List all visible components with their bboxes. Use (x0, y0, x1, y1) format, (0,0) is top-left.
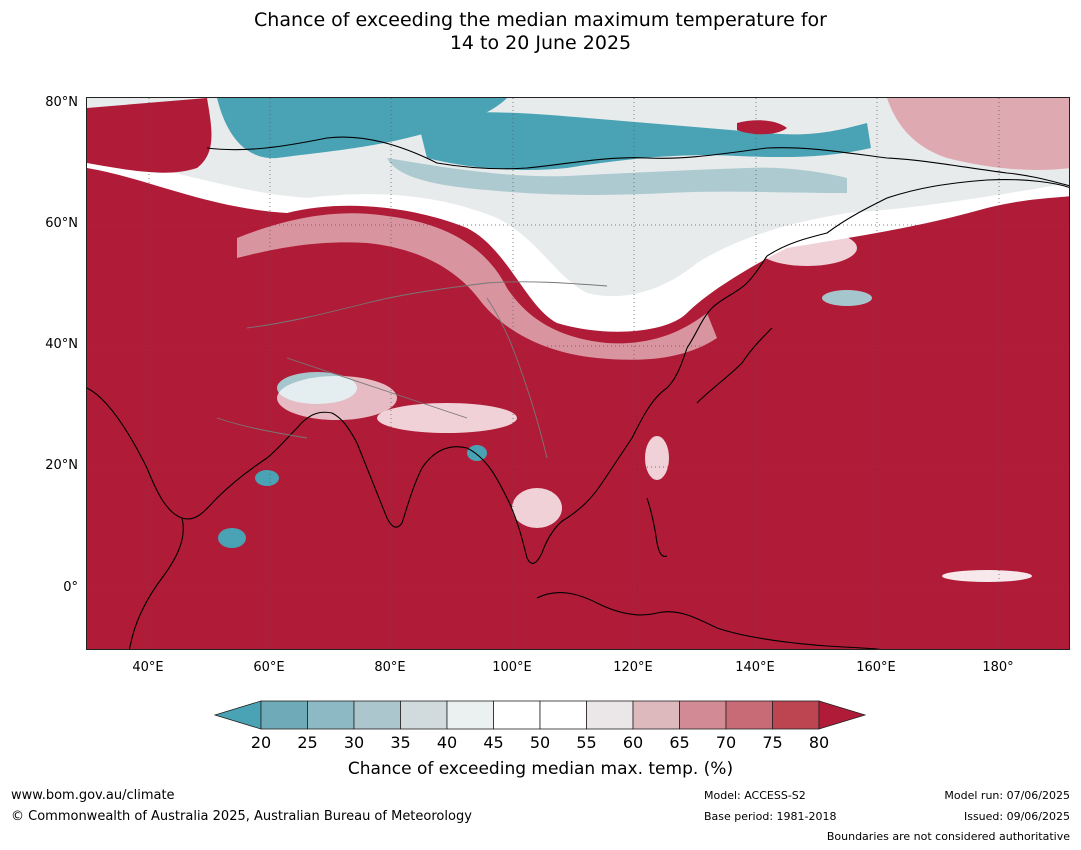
coastlines (87, 136, 1069, 649)
lat-label-20n: 20°N (45, 458, 78, 473)
colorbar-cell (353, 700, 401, 730)
colorbar-tick-label: 60 (622, 733, 644, 752)
arctic-light-teal (387, 158, 847, 195)
colorbar-cell (679, 700, 727, 730)
footer-base-period: Base period: 1981-2018 (704, 810, 837, 823)
coast-arabia-africa (87, 387, 358, 520)
colorbar-tick-label: 50 (529, 733, 551, 752)
coast-china-korea (686, 255, 768, 349)
coast-philippines (646, 497, 668, 557)
somalia-teal-patch (218, 528, 246, 548)
colorbar-tick-label: 35 (390, 733, 411, 752)
arabia-teal-patch (255, 470, 279, 486)
lat-label-80n: 80°N (45, 95, 78, 110)
footer-model-run: Model run: 07/06/2025 (944, 789, 1070, 802)
lat-label-60n: 60°N (45, 216, 78, 231)
arctic-red-west (87, 98, 212, 173)
indochina-white-patch (512, 488, 562, 528)
forecast-map[interactable] (86, 97, 1070, 650)
colorbar-tick-label: 45 (483, 733, 504, 752)
lon-label-80e: 80°E (374, 660, 406, 675)
lon-label-120e: 120°E (613, 660, 653, 675)
pink-transition-belt (237, 213, 717, 360)
map-canvas (87, 98, 1069, 649)
colorbar-cell (307, 700, 355, 730)
footer-copyright: © Commonwealth of Australia 2025, Austra… (11, 809, 472, 824)
colorbar-tick-label: 30 (343, 733, 365, 752)
colorbar-cell (260, 700, 308, 730)
coast-siberia-east (766, 179, 1069, 257)
coast-japan (696, 327, 773, 404)
taiwan-white-patch (645, 436, 669, 480)
footer-disclaimer: Boundaries are not considered authoritat… (826, 830, 1070, 843)
title-line-1: Chance of exceeding the median maximum t… (254, 9, 827, 31)
coast-arctic (206, 136, 1069, 187)
colorbar-tick-label: 25 (297, 733, 318, 752)
colorbar (214, 700, 867, 730)
map-title: Chance of exceeding the median maximum t… (0, 9, 1081, 55)
lon-label-40e: 40°E (132, 660, 164, 675)
nw-pacific-teal-patch (822, 290, 872, 306)
colorbar-cell (632, 700, 680, 730)
lon-label-140e: 140°E (735, 660, 775, 675)
colorbar-cell (539, 700, 587, 730)
lat-label-40n: 40°N (45, 337, 78, 352)
lon-label-160e: 160°E (856, 660, 896, 675)
coast-india (356, 442, 468, 528)
footer-issued: Issued: 09/06/2025 (963, 810, 1070, 823)
colorbar-tick-label: 75 (762, 733, 783, 752)
tibet-white-patch (277, 376, 397, 420)
colorbar-tick-label: 40 (436, 733, 458, 752)
colorbar-label: Chance of exceeding median max. temp. (%… (347, 759, 734, 779)
colorbar-extend-high (818, 700, 867, 730)
arctic-teal-west (217, 98, 507, 159)
colorbar-cell (586, 700, 634, 730)
country-borders (216, 281, 608, 459)
pacific-white-patch (942, 570, 1032, 582)
himalaya-white-patch (377, 403, 517, 433)
colorbar-tick-label: 65 (669, 733, 690, 752)
colorbar-tick-label: 20 (250, 733, 272, 752)
arctic-pink-east (887, 98, 1069, 170)
arctic-teal-central (417, 112, 871, 170)
colorbar-tick-label: 55 (576, 733, 597, 752)
lon-label-100e: 100°E (492, 660, 532, 675)
colorbar-cell (725, 700, 773, 730)
lon-label-180: 180° (982, 660, 1014, 675)
coast-borneo-indonesia (536, 592, 880, 649)
colorbar-cell (772, 700, 820, 730)
coast-east-africa (128, 517, 184, 649)
lon-label-60e: 60°E (253, 660, 285, 675)
colorbar-cell (493, 700, 541, 730)
colorbar-cell (446, 700, 494, 730)
colorbar-extend-low (214, 700, 262, 730)
footer-model: Model: ACCESS-S2 (704, 789, 806, 802)
colorbar-cell (400, 700, 448, 730)
okhotsk-white-patch (757, 230, 857, 266)
colorbar-cells (214, 700, 867, 730)
footer-url[interactable]: www.bom.gov.au/climate (11, 788, 175, 803)
title-line-2: 14 to 20 June 2025 (449, 32, 632, 54)
coast-se-asia (466, 347, 688, 564)
arctic-red-patch (737, 120, 787, 135)
colorbar-tick-label: 80 (808, 733, 830, 752)
colorbar-tick-label: 70 (715, 733, 737, 752)
bangladesh-teal-patch (467, 445, 487, 461)
graticule (87, 98, 1069, 649)
lat-label-equator: 0° (63, 580, 78, 595)
